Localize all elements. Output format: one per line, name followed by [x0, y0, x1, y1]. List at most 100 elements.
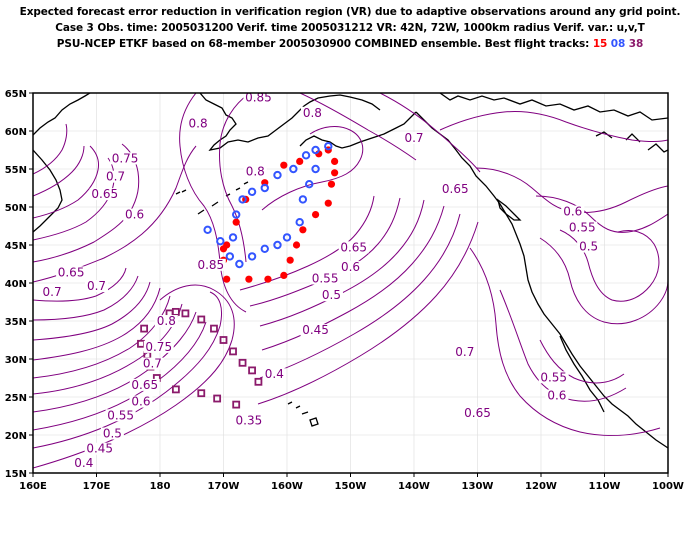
purple-track-point: [213, 394, 222, 403]
contour-label-bg: [143, 340, 174, 353]
contour-label-bg: [40, 286, 64, 299]
contour-label: 0.65: [464, 406, 491, 420]
blue-track-point: [232, 210, 241, 219]
title-line-3-text: PSU-NCEP ETKF based on 68-member 2005030…: [56, 38, 590, 50]
contour-label-bg: [538, 371, 569, 384]
contour-line: [33, 123, 68, 175]
contour-label-bg: [89, 188, 120, 201]
blue-track-point: [216, 237, 225, 246]
contour-label: 0.65: [340, 240, 367, 254]
blue-track-point: [260, 183, 269, 193]
contour-label-bg: [105, 409, 136, 422]
blue-track-point: [238, 195, 247, 204]
contour-label: 0.7: [87, 279, 106, 293]
contour-label-bg: [440, 182, 471, 195]
red-track-point: [264, 275, 272, 283]
lon-tick-label: 180: [150, 481, 171, 492]
contour-line: [499, 289, 627, 402]
contour-label: 0.8: [157, 314, 176, 328]
contour-label: 0.7: [404, 131, 423, 145]
lat-tick-label: 15N: [5, 469, 27, 480]
purple-track-point: [210, 324, 218, 333]
coastlines: [33, 93, 668, 449]
contour-label: 0.7: [143, 357, 162, 371]
contour-label-bg: [545, 389, 569, 402]
purple-track-point: [254, 377, 263, 386]
contour-label-bg: [110, 152, 141, 165]
red-track-point: [327, 180, 336, 188]
contour-line: [33, 145, 85, 197]
contour-line: [539, 237, 668, 325]
blue-track-point: [298, 195, 308, 204]
contour-label: 0.55: [312, 271, 339, 285]
contour-label-bg: [300, 324, 331, 337]
lat-tick-label: 60N: [5, 127, 27, 138]
contour-label-bg: [140, 357, 164, 370]
contour-line: [33, 295, 171, 379]
blue-track-point: [295, 218, 304, 227]
contour-line: [539, 339, 625, 384]
contour-label-bg: [577, 240, 601, 253]
contour-label-bg: [339, 261, 362, 274]
purple-track-point: [197, 389, 206, 398]
contour-label-bg: [72, 457, 96, 470]
contour-label: 0.7: [43, 285, 62, 299]
lon-tick-label: 100W: [652, 481, 684, 492]
contour-label-bg: [462, 407, 493, 419]
title-line-1: Expected forecast error reduction in ver…: [19, 6, 681, 18]
contour-label: 0.7: [106, 170, 125, 184]
contour-line: [33, 287, 161, 361]
red-track-point: [331, 157, 339, 165]
lon-tick-label: 170W: [208, 481, 240, 492]
contour-label: 0.8: [246, 164, 265, 178]
contour-line: [33, 145, 99, 219]
contour-line: [259, 213, 461, 379]
purple-track-point: [238, 358, 247, 367]
contour-label-bg: [262, 368, 286, 381]
blue-track-point: [273, 170, 282, 180]
contour-label-bg: [453, 346, 477, 359]
red-track-point: [223, 275, 231, 283]
contour-label: 0.55: [107, 408, 134, 422]
contour-label-bg: [85, 280, 108, 293]
purple-track-point: [232, 400, 241, 409]
contour-label-bg: [154, 315, 178, 328]
hawaii-islands: [287, 401, 319, 427]
contour-label: 0.4: [74, 456, 93, 470]
contour-label: 0.5: [322, 288, 341, 302]
canada-arctic-coastline: [439, 93, 668, 153]
contour-label: 0.65: [91, 187, 118, 201]
red-track-point: [296, 157, 304, 165]
lat-tick-label: 25N: [5, 393, 27, 404]
contour-label: 0.6: [563, 205, 582, 219]
contour-label: 0.85: [197, 258, 224, 272]
lat-tick-label: 45N: [5, 241, 27, 252]
contour-label-bg: [338, 241, 369, 254]
red-track-point: [245, 275, 253, 283]
blue-track-point: [247, 187, 257, 197]
lat-tick-label: 40N: [5, 279, 27, 290]
contour-label-bg: [186, 117, 210, 130]
contour-label: 0.65: [131, 378, 158, 392]
contour-label: 0.85: [245, 91, 272, 105]
blue-track-point: [260, 244, 269, 254]
contour-label-bg: [310, 272, 341, 285]
blue-track-point: [324, 142, 333, 151]
lat-tick-label: 30N: [5, 355, 27, 366]
lat-tick-label: 35N: [5, 317, 27, 328]
blue-track-point: [301, 151, 311, 160]
contour-line: [469, 247, 661, 436]
lon-tick-label: 160W: [271, 481, 303, 492]
red-track-point: [311, 211, 320, 219]
contour-label: 0.65: [442, 182, 469, 196]
contour-label: 0.35: [236, 414, 263, 428]
contour-label-bg: [233, 414, 264, 427]
purple-track-point: [181, 309, 190, 318]
plot-title: Expected forecast error reduction in ver…: [0, 4, 700, 52]
contour-label: 0.5: [579, 240, 598, 254]
purple-track-point: [140, 324, 149, 333]
lon-tick-label: 170E: [83, 481, 111, 492]
contour-label-bg: [300, 106, 324, 119]
flight-tracks: [137, 142, 339, 409]
